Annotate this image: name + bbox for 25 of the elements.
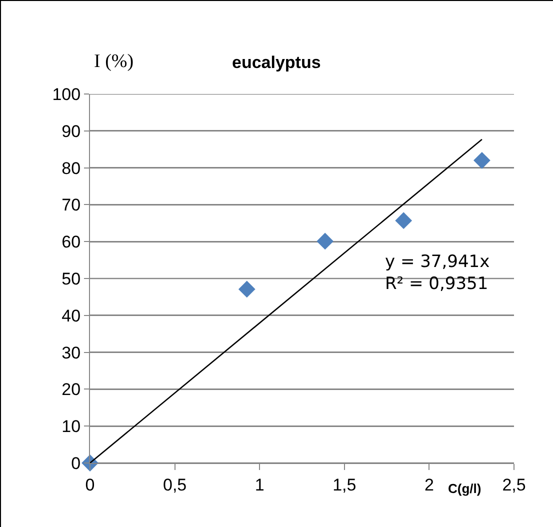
y-tick-label: 30 xyxy=(62,343,81,362)
y-tick-label: 0 xyxy=(71,454,81,473)
y-tick-label: 20 xyxy=(62,380,81,400)
y-tick-label: 80 xyxy=(62,158,81,178)
y-tick-label: 10 xyxy=(62,417,81,436)
chart-title: eucalyptus xyxy=(232,53,321,72)
y-tick-label: 100 xyxy=(52,84,81,104)
y-axis-title: I (%) xyxy=(94,51,134,72)
y-tick-label: 90 xyxy=(62,122,81,141)
y-tick-label: 50 xyxy=(62,269,81,288)
y-tick-label: 40 xyxy=(62,306,81,326)
x-tick-label: 2,5 xyxy=(502,475,526,494)
y-tick-label: 60 xyxy=(62,232,81,252)
annotation: y = 37,941x R² = 0,9351 xyxy=(385,252,490,294)
x-tick-label: 1 xyxy=(254,475,264,494)
y-tick-label: 70 xyxy=(62,196,81,215)
x-tick-label: 0 xyxy=(85,475,95,494)
point xyxy=(395,212,412,230)
x-tick-label: 1,5 xyxy=(332,475,356,494)
x-tick-label: 0,5 xyxy=(162,475,187,494)
x-tick-label: 2 xyxy=(424,475,434,494)
point xyxy=(316,232,334,250)
x-axis-title: C(g/l) xyxy=(448,481,482,496)
point xyxy=(474,152,490,169)
point xyxy=(238,280,256,298)
